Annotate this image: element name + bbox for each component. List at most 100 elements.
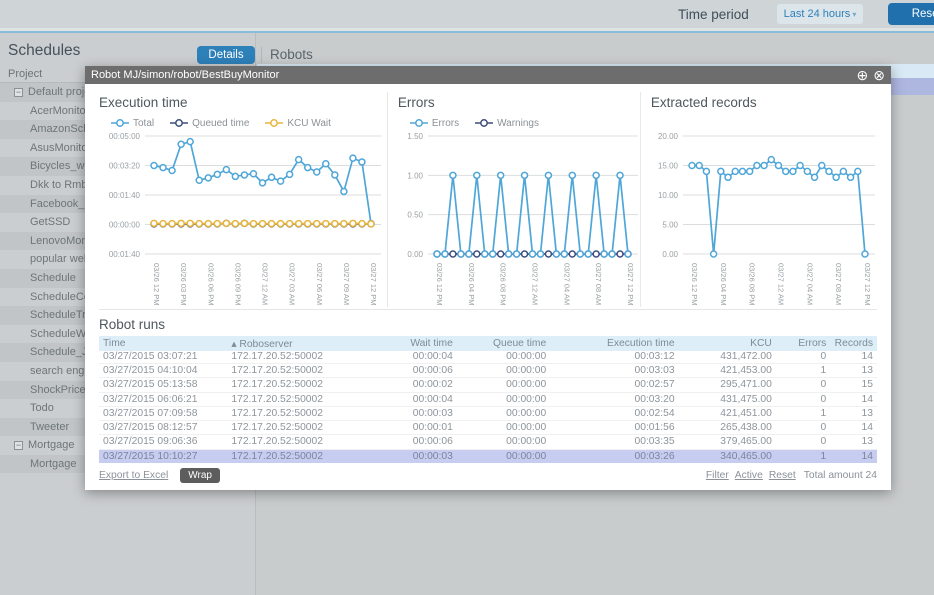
robot-run-row[interactable]: 03/27/2015 09:06:36172.17.20.52:5000200:…	[99, 435, 877, 449]
cell: 03/27/2015 09:06:36	[99, 435, 227, 449]
collapse-expander-icon[interactable]: −	[14, 88, 23, 97]
cell: 0	[776, 421, 830, 435]
cell: 00:00:00	[457, 392, 550, 406]
svg-text:1.00: 1.00	[407, 171, 423, 180]
column-header-wait-time[interactable]: Wait time	[375, 336, 457, 351]
cell: 03/27/2015 04:10:04	[99, 364, 227, 378]
cell: 0	[776, 378, 830, 392]
cell: 00:00:02	[375, 378, 457, 392]
robot-run-row[interactable]: 03/27/2015 04:10:04172.17.20.52:5000200:…	[99, 364, 877, 378]
chart-legend	[651, 115, 877, 131]
legend-marker-icon	[170, 118, 188, 128]
tab-details[interactable]: Details	[197, 46, 255, 64]
chart-panel-execution-time: Execution timeTotalQueued timeKCU Wait00…	[99, 92, 387, 307]
svg-text:03/27 12 PM: 03/27 12 PM	[626, 263, 635, 306]
column-header-roboserver[interactable]: ▴ Roboserver	[227, 336, 375, 351]
chart-panel-extracted-records: Extracted records20.0015.0010.005.000.00…	[640, 92, 877, 307]
legend-marker-icon	[265, 118, 283, 128]
svg-text:1.50: 1.50	[407, 132, 423, 141]
column-header-kcu[interactable]: KCU	[679, 336, 776, 351]
svg-text:5.00: 5.00	[662, 221, 678, 230]
cell: 00:00:01	[375, 421, 457, 435]
table-footer: Export to Excel Wrap Filter Active Reset…	[99, 468, 877, 483]
tree-label: ShockPrices	[30, 384, 91, 396]
cell: 00:03:20	[550, 392, 678, 406]
svg-text:03/27 09 AM: 03/27 09 AM	[342, 263, 351, 305]
cell: 03/27/2015 07:09:58	[99, 406, 227, 420]
collapse-expander-icon[interactable]: −	[14, 441, 23, 450]
legend-marker-icon	[410, 118, 428, 128]
time-range-dropdown[interactable]: Last 24 hours▾	[777, 4, 863, 24]
cell: 265,438.00	[679, 421, 776, 435]
robot-run-row[interactable]: 03/27/2015 06:06:21172.17.20.52:5000200:…	[99, 392, 877, 406]
export-to-excel-link[interactable]: Export to Excel	[99, 470, 168, 481]
tab-robots[interactable]: Robots	[270, 47, 313, 62]
robot-run-row[interactable]: 03/27/2015 10:10:27172.17.20.52:50002 00:…	[99, 449, 877, 463]
robot-run-row[interactable]: 03/27/2015 08:12:57172.17.20.52:5000200:…	[99, 421, 877, 435]
legend-item-errors: Errors	[410, 118, 459, 129]
svg-text:00:00:00: 00:00:00	[109, 221, 141, 230]
column-header-queue-time[interactable]: Queue time	[457, 336, 550, 351]
filter-link[interactable]: Filter	[706, 470, 729, 481]
cell: 00:02:54	[550, 406, 678, 420]
tab-divider	[261, 47, 262, 63]
cell: 1	[776, 449, 830, 463]
cell: 03/27/2015 03:07:21	[99, 351, 227, 364]
tree-label: Mortgage	[30, 458, 76, 470]
robot-run-row[interactable]: 03/27/2015 05:13:58172.17.20.52:5000200:…	[99, 378, 877, 392]
legend-label: Queued time	[192, 118, 249, 129]
time-range-value: Last 24 hours	[784, 8, 851, 20]
cell: 00:03:03	[550, 364, 678, 378]
svg-text:0.50: 0.50	[407, 211, 423, 220]
svg-text:00:03:20: 00:03:20	[109, 162, 141, 171]
svg-text:03/27 08 AM: 03/27 08 AM	[834, 263, 843, 305]
svg-text:0.00: 0.00	[662, 250, 678, 259]
robot-runs-table: Time▴ RoboserverWait timeQueue timeExecu…	[99, 336, 877, 463]
extracted-records-chart: 20.0015.0010.005.000.0003/26 12 PM03/26 …	[651, 131, 877, 307]
cell: 13	[830, 406, 877, 420]
cell: 0	[776, 392, 830, 406]
svg-text:00:05:00: 00:05:00	[109, 132, 141, 141]
cell: 13	[830, 435, 877, 449]
cell: 172.17.20.52:50002	[227, 392, 375, 406]
svg-text:03/27 04 AM: 03/27 04 AM	[562, 263, 571, 305]
cell: 00:03:26	[550, 449, 678, 463]
cell: 00:00:06	[375, 435, 457, 449]
svg-text:03/27 03 AM: 03/27 03 AM	[288, 263, 297, 305]
cell: 03/27/2015 08:12:57	[99, 421, 227, 435]
legend-label: KCU Wait	[287, 118, 331, 129]
errors-chart: 1.501.000.500.0003/26 12 PM03/26 04 PM03…	[398, 131, 640, 307]
tree-label: Schedule	[30, 272, 76, 284]
robot-run-row[interactable]: 03/27/2015 07:09:58172.17.20.52:5000200:…	[99, 406, 877, 420]
cell: 00:00:03	[375, 406, 457, 420]
total-amount-label: Total amount 24	[804, 470, 877, 481]
cell: 172.17.20.52:50002	[227, 449, 375, 463]
legend-label: Total	[133, 118, 154, 129]
cell: 431,472.00	[679, 351, 776, 364]
cell: 172.17.20.52:50002	[227, 351, 375, 364]
column-header-records[interactable]: Records	[830, 336, 877, 351]
svg-text:10.00: 10.00	[658, 191, 679, 200]
cell: 00:00:06	[375, 364, 457, 378]
close-icon[interactable]: ⊗	[873, 66, 885, 84]
reset-link[interactable]: Reset	[769, 470, 796, 481]
tree-label: Mortgage	[28, 439, 74, 451]
active-link[interactable]: Active	[735, 470, 763, 481]
column-header-time[interactable]: Time	[99, 336, 227, 351]
robot-run-row-partial[interactable]: 03/27/2015 03:07:21172.17.20.52:5000200:…	[99, 351, 877, 364]
svg-text:15.00: 15.00	[658, 162, 679, 171]
schedules-title: Schedules	[8, 42, 80, 60]
cell: 03/27/2015 10:10:27	[99, 449, 227, 463]
column-header-execution-time[interactable]: Execution time	[550, 336, 678, 351]
svg-text:03/27 12 AM: 03/27 12 AM	[776, 263, 785, 305]
svg-text:03/26 12 PM: 03/26 12 PM	[435, 263, 444, 306]
cell: 15	[830, 378, 877, 392]
svg-text:03/27 04 AM: 03/27 04 AM	[805, 263, 814, 305]
reset-filters-button[interactable]: Reset Filters	[888, 3, 934, 25]
expand-icon[interactable]: ⊕	[857, 66, 869, 84]
svg-text:03/26 04 PM: 03/26 04 PM	[467, 263, 476, 306]
column-header-errors[interactable]: Errors	[776, 336, 830, 351]
modal-title-bar: Robot MJ/simon/robot/BestBuyMonitor ⊕ ⊗	[85, 66, 891, 84]
cell: 00:03:35	[550, 435, 678, 449]
wrap-button[interactable]: Wrap	[180, 468, 220, 483]
